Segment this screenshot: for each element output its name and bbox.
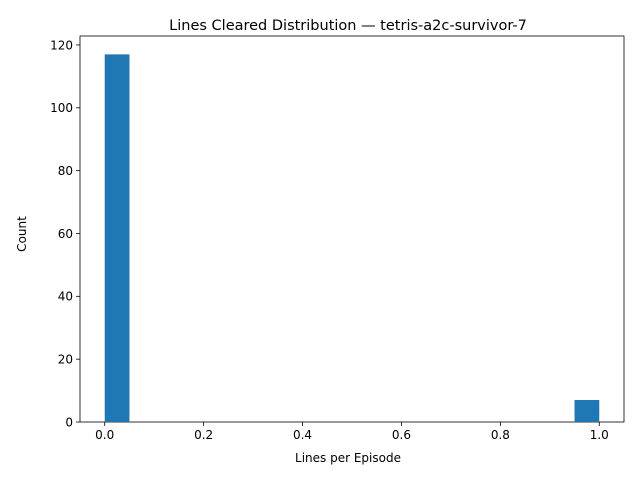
plot-area [79, 35, 625, 423]
x-tick-label: 0.4 [293, 428, 312, 442]
axes-frame [79, 35, 625, 423]
y-axis-label: Count [15, 216, 29, 252]
y-tick-label: 120 [50, 38, 73, 52]
x-axis-label: Lines per Episode [295, 451, 401, 465]
x-tick-label: 0.6 [392, 428, 411, 442]
chart-title: Lines Cleared Distribution — tetris-a2c-… [169, 18, 527, 34]
x-axis: 0.0 0.2 0.4 0.6 0.8 1.0 [95, 422, 609, 442]
histogram-bar [574, 400, 600, 422]
y-tick-label: 40 [58, 290, 73, 304]
y-tick-label: 60 [58, 227, 73, 241]
y-tick-label: 80 [58, 164, 73, 178]
y-tick-label: 20 [58, 352, 73, 366]
y-tick-label: 100 [50, 101, 73, 115]
bars-group [104, 54, 600, 422]
x-tick-label: 1.0 [590, 428, 609, 442]
x-tick-label: 0.0 [95, 428, 114, 442]
y-tick-label: 0 [65, 415, 73, 429]
x-tick-label: 0.2 [194, 428, 213, 442]
x-tick-label: 0.8 [491, 428, 510, 442]
y-axis: 0 20 40 60 80 100 120 [50, 38, 80, 429]
histogram-bar [104, 54, 130, 422]
